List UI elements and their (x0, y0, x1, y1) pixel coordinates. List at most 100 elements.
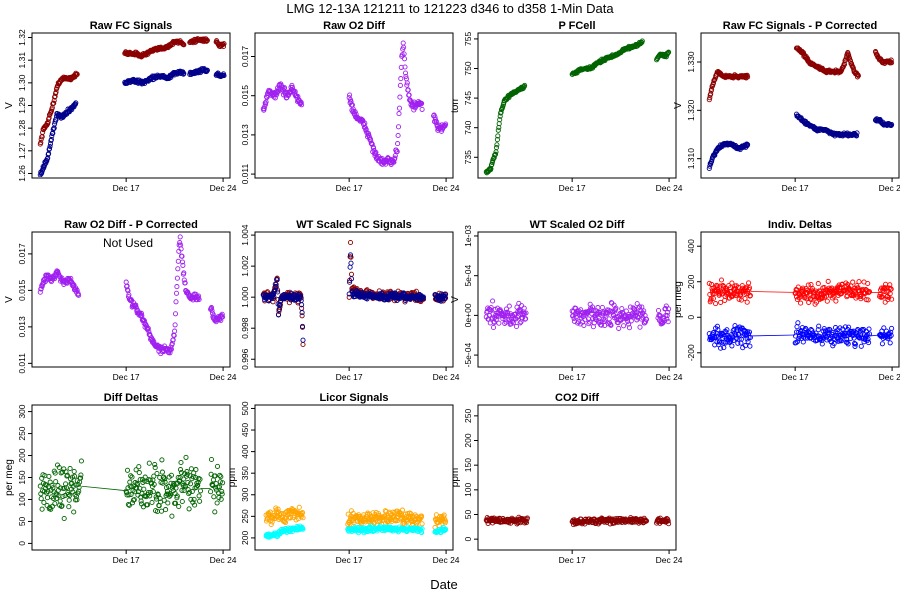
data-point (148, 480, 155, 486)
data-point (137, 477, 143, 483)
data-point (393, 517, 399, 523)
data-point (402, 64, 408, 70)
data-point (502, 317, 508, 323)
data-point (523, 316, 529, 322)
data-point (884, 293, 891, 299)
data-point (186, 506, 192, 512)
data-point (419, 100, 425, 106)
data-point (608, 322, 614, 328)
data-point (718, 277, 725, 283)
data-point (524, 515, 530, 521)
data-point (59, 503, 65, 509)
data-point (162, 479, 168, 485)
data-point (813, 299, 820, 305)
data-point (626, 325, 633, 331)
data-point (141, 486, 147, 492)
data-point (720, 283, 726, 289)
data-point (67, 492, 73, 498)
data-point (299, 302, 305, 308)
y-tick-label: 300 (17, 404, 27, 418)
data-point (178, 469, 184, 476)
data-point (157, 495, 163, 502)
y-tick-label: 100 (17, 492, 27, 506)
plot-area (706, 277, 895, 351)
data-point (67, 465, 73, 472)
series-licor-orange (263, 504, 449, 530)
data-point (714, 323, 720, 329)
data-point (865, 297, 871, 303)
data-point (70, 483, 76, 490)
data-point (128, 473, 134, 479)
data-point (38, 136, 44, 142)
chart-wt-scaled-fc-signals: WT Scaled FC Signals0.9960.9981.0001.002… (240, 219, 460, 382)
data-point (126, 492, 132, 498)
data-point (664, 316, 670, 322)
series-fc1 (37, 36, 227, 147)
chart-title: Raw O2 Diff - P Corrected (64, 219, 198, 231)
data-point (52, 470, 58, 476)
data-point (43, 160, 49, 166)
data-point (655, 307, 662, 314)
data-point (167, 493, 173, 499)
data-point (433, 118, 439, 124)
data-point (573, 305, 579, 311)
y-tick-label: 0e+00 (463, 303, 473, 327)
y-axis-label: V (4, 102, 15, 109)
chart-title: Raw FC Signals - P Corrected (723, 20, 877, 32)
data-point (298, 99, 304, 105)
data-point (46, 473, 52, 479)
data-point (197, 498, 203, 504)
chart-title: Raw O2 Diff (323, 20, 385, 32)
data-point (881, 325, 887, 331)
data-point (281, 85, 288, 91)
data-point (664, 313, 670, 319)
data-point (517, 320, 523, 326)
data-point (208, 456, 215, 463)
data-point (746, 280, 752, 286)
data-point (666, 306, 672, 312)
data-point (124, 467, 131, 473)
data-point (163, 507, 169, 513)
data-point (443, 526, 449, 532)
data-point (364, 296, 370, 302)
data-point (177, 234, 183, 240)
y-tick-label: -5e-04 (463, 343, 473, 368)
data-point (707, 291, 713, 298)
data-point (395, 132, 401, 139)
data-point (216, 484, 222, 490)
data-point (179, 487, 185, 493)
data-point (397, 94, 403, 100)
data-point (721, 345, 727, 351)
data-point (854, 130, 860, 136)
data-point (275, 289, 281, 295)
data-point (300, 341, 306, 348)
data-point (53, 89, 59, 95)
data-point (625, 318, 631, 324)
data-point (865, 336, 871, 342)
data-point (218, 474, 224, 480)
y-tick-label: 250 (17, 426, 27, 440)
x-tick-label: Dec 24 (210, 183, 237, 193)
x-tick-label: Dec 17 (113, 372, 140, 382)
data-point (220, 480, 226, 486)
data-point (844, 336, 850, 342)
data-point (133, 302, 139, 308)
y-tick-label: 0.013 (17, 316, 27, 338)
data-point (169, 513, 175, 519)
data-point (733, 332, 739, 338)
chart-wt-scaled-o2-diff: WT Scaled O2 DiffV-5e-040e+005e-041e-03D… (450, 219, 683, 382)
y-tick-label: 0 (686, 315, 696, 320)
data-point (214, 463, 221, 469)
data-point (208, 305, 215, 311)
data-point (396, 111, 402, 117)
series-fc2-corrected (706, 111, 895, 172)
data-point (161, 497, 167, 503)
data-point (51, 100, 57, 106)
x-tick-label: Dec 17 (336, 555, 363, 565)
data-point (888, 332, 894, 339)
data-point (635, 315, 641, 321)
data-point (824, 298, 830, 304)
data-point (419, 106, 425, 112)
data-point (599, 304, 605, 311)
x-tick-label: Dec 17 (782, 183, 809, 193)
